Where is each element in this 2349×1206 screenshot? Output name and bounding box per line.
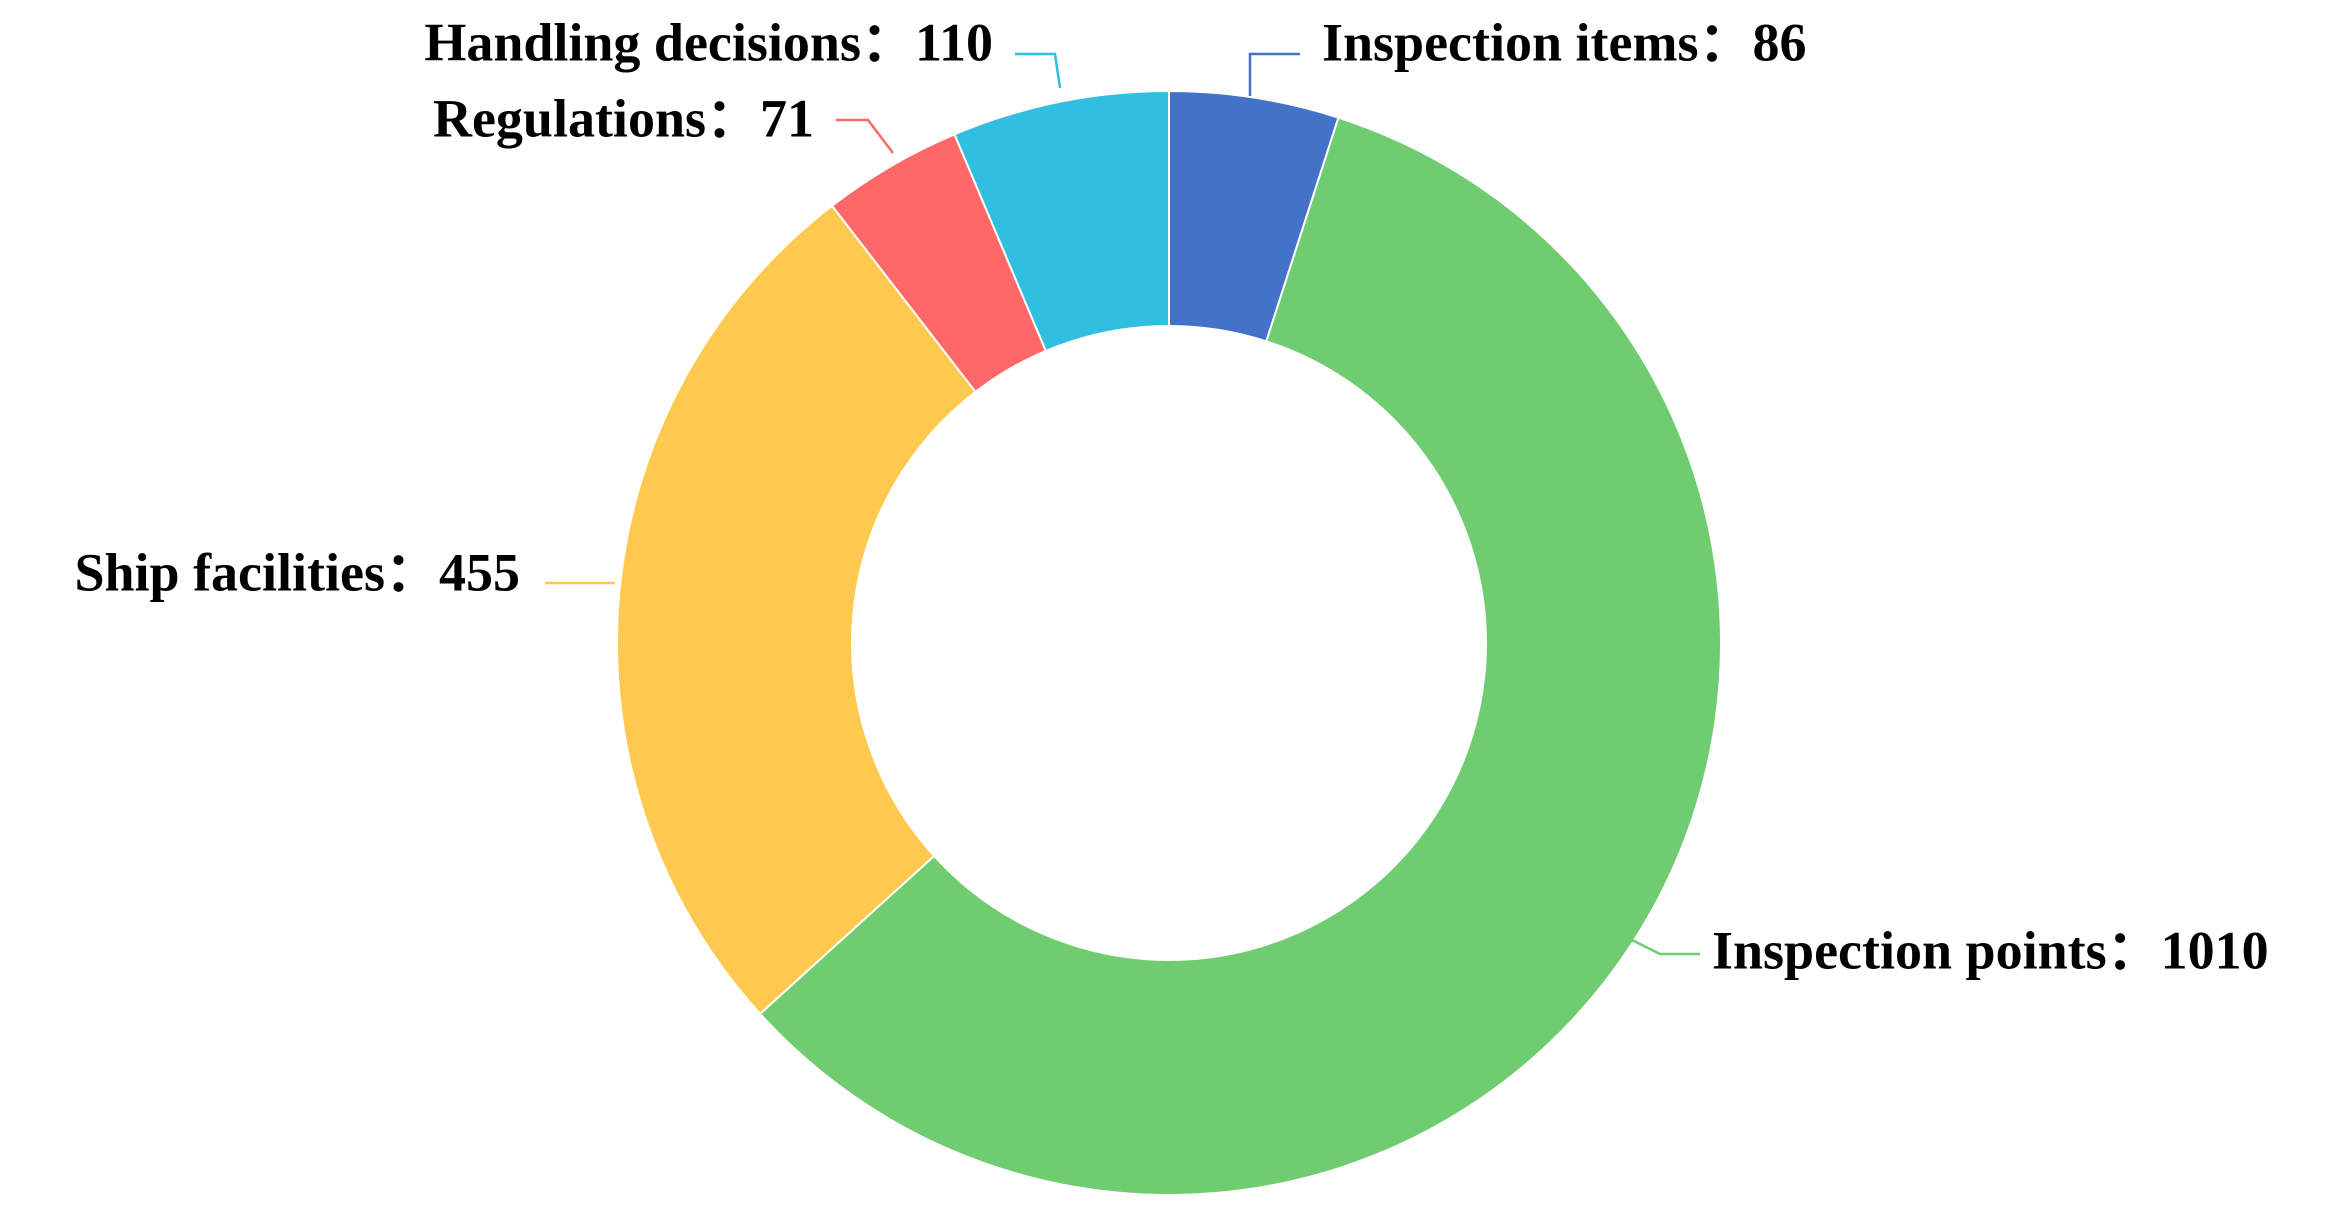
data-label-ship-facilities: Ship facilities：455: [74, 542, 520, 602]
data-label-inspection-points: Inspection points：1010: [1712, 920, 2269, 980]
leader-lines-layer: [545, 52, 1700, 956]
leader-line-handling-decisions: [1015, 52, 1062, 89]
data-label-regulations: Regulations：71: [433, 88, 814, 148]
data-label-inspection-items: Inspection items：86: [1322, 12, 1807, 72]
leader-line-inspection-points: [1619, 932, 1700, 956]
leader-line-regulations: [836, 118, 894, 154]
slices-layer: [615, 89, 1722, 1196]
leader-line-inspection-items: [1248, 52, 1300, 96]
labels-layer: Inspection items：86 Inspection points：101…: [74, 12, 2268, 980]
slice-inspection-points: [758, 116, 1722, 1196]
slice-handling-decisions: [953, 89, 1170, 353]
data-label-handling-decisions: Handling decisions：110: [424, 12, 993, 72]
slice-ship-facilities: [615, 204, 977, 1016]
